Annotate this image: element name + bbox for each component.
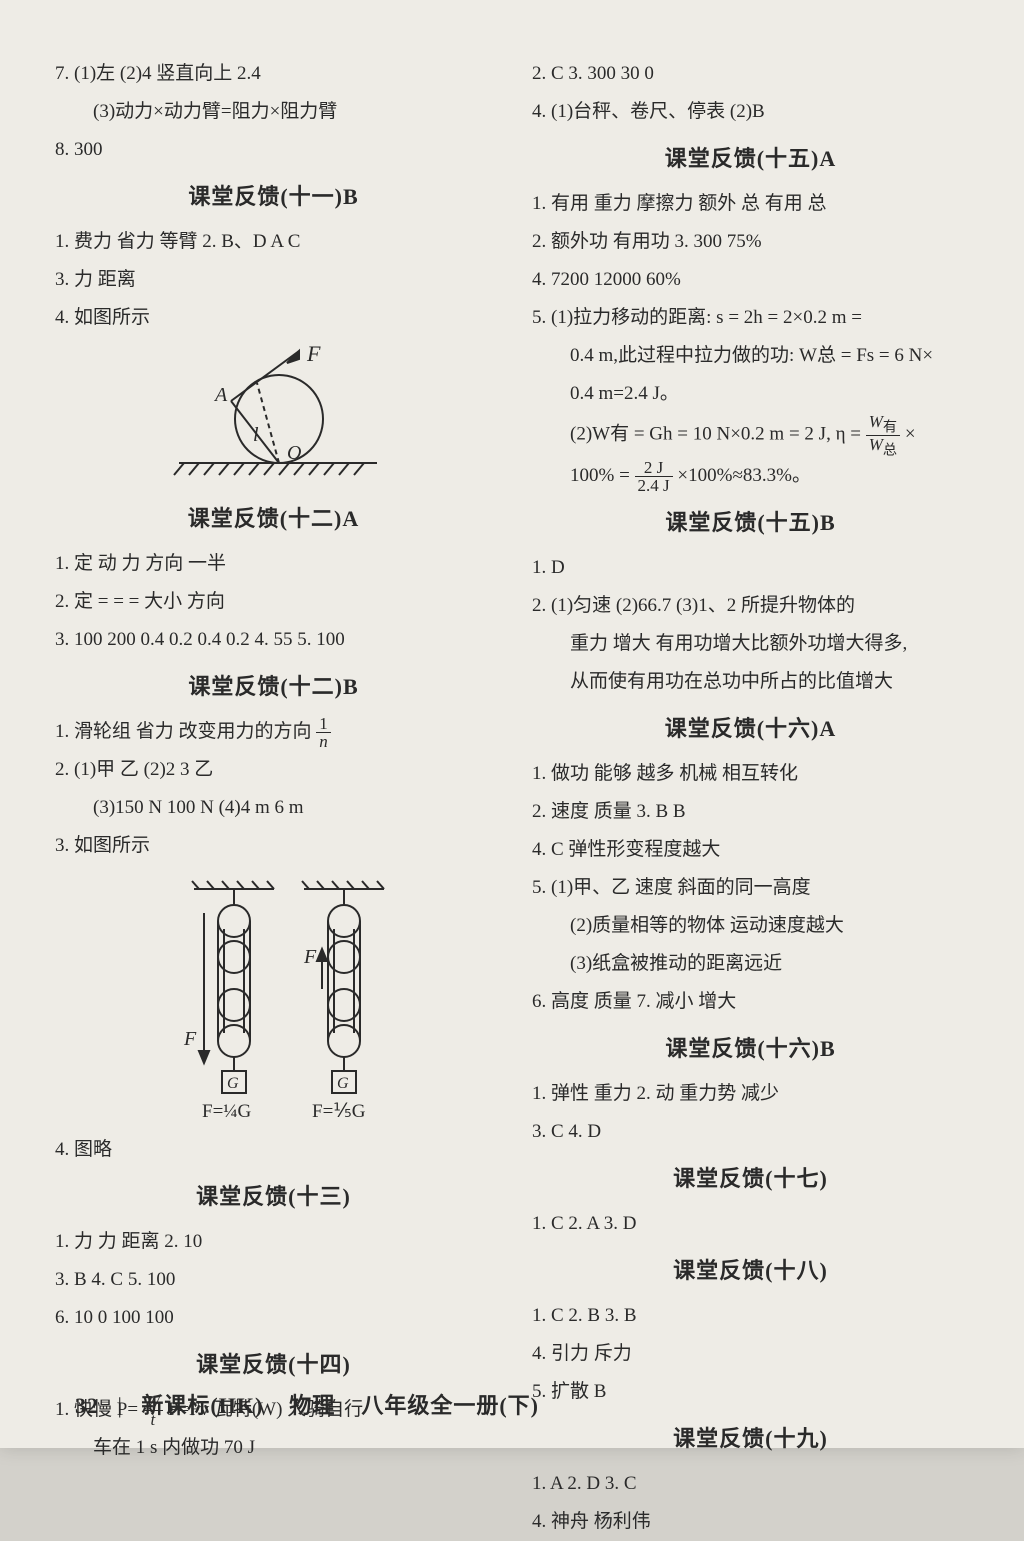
label-G: G: [337, 1075, 349, 1092]
answer-line: 6. 10 0 100 100: [55, 1299, 492, 1337]
answer-line: 1. 有用 重力 摩擦力 额外 总 有用 总: [532, 185, 969, 223]
answer-line: 1. A 2. D 3. C: [532, 1465, 969, 1503]
text: (2)W有 = Gh = 10 N×0.2 m = 2 J, η =: [570, 423, 866, 444]
section-title: 课堂反馈(十三): [55, 1175, 492, 1219]
answer-line: 2. 定 = = = 大小 方向: [55, 583, 492, 621]
label-A: A: [213, 384, 228, 406]
answer-line: 8. 300: [55, 131, 492, 169]
page-footer: 32 | 新课标(HK) 物理 八年级全一册(下): [75, 1388, 539, 1420]
grade: 八年级全一册(下): [361, 1393, 539, 1418]
page-number: 32: [75, 1393, 99, 1418]
answer-line: 1. C 2. A 3. D: [532, 1205, 969, 1243]
answer-line: 重力 增大 有用功增大比额外功增大得多,: [532, 625, 969, 663]
answer-line: 4. 引力 斥力: [532, 1335, 969, 1373]
answer-line: 4. 神舟 杨利伟: [532, 1503, 969, 1541]
answer-line: 1. C 2. B 3. B: [532, 1297, 969, 1335]
answer-line: 2. (1)匀速 (2)66.7 (3)1、2 所提升物体的: [532, 587, 969, 625]
answer-line: 4. C 弹性形变程度越大: [532, 831, 969, 869]
answer-line: 3. C 4. D: [532, 1113, 969, 1151]
page: 7. (1)左 (2)4 竖直向上 2.4 (3)动力×动力臂=阻力×阻力臂 8…: [0, 0, 1024, 1448]
section-title: 课堂反馈(十二)A: [55, 497, 492, 541]
text: 1. 滑轮组 省力 改变用力的方向: [55, 721, 316, 742]
subject: 物理: [289, 1393, 335, 1418]
answer-line: 0.4 m=2.4 J。: [532, 375, 969, 413]
answer-line: 1. 滑轮组 省力 改变用力的方向 1n: [55, 713, 492, 751]
section-title: 课堂反馈(十一)B: [55, 175, 492, 219]
series-name: 新课标(HK): [141, 1393, 263, 1418]
pulley-diagram: F F G G F=¼G F=⅕G: [144, 869, 404, 1129]
answer-line: 5. 扩散 B: [532, 1373, 969, 1411]
label-F: F: [303, 946, 317, 968]
answer-line: (2)质量相等的物体 运动速度越大: [532, 907, 969, 945]
answer-line: 6. 高度 质量 7. 减小 增大: [532, 983, 969, 1021]
section-title: 课堂反馈(十五)B: [532, 501, 969, 545]
answer-line: 4. 图略: [55, 1131, 492, 1169]
lever-diagram: F A l O: [159, 341, 389, 491]
left-column: 7. (1)左 (2)4 竖直向上 2.4 (3)动力×动力臂=阻力×阻力臂 8…: [55, 55, 492, 1345]
answer-line: 2. (1)甲 乙 (2)2 3 乙: [55, 751, 492, 789]
two-column-layout: 7. (1)左 (2)4 竖直向上 2.4 (3)动力×动力臂=阻力×阻力臂 8…: [55, 55, 969, 1345]
section-title: 课堂反馈(十八): [532, 1249, 969, 1293]
text: ×100%≈83.3%。: [677, 465, 811, 486]
right-column: 2. C 3. 300 30 0 4. (1)台秤、卷尺、停表 (2)B 课堂反…: [532, 55, 969, 1345]
answer-line: 2. 额外功 有用功 3. 300 75%: [532, 223, 969, 261]
caption: F=⅕G: [312, 1101, 366, 1122]
section-title: 课堂反馈(十六)B: [532, 1027, 969, 1071]
answer-line: 1. 弹性 重力 2. 动 重力势 减少: [532, 1075, 969, 1113]
answer-line: 7. (1)左 (2)4 竖直向上 2.4: [55, 55, 492, 93]
fraction: W有W总: [866, 413, 900, 457]
answer-line: 车在 1 s 内做功 70 J: [55, 1429, 492, 1467]
section-title: 课堂反馈(十五)A: [532, 137, 969, 181]
answer-line: 4. 7200 12000 60%: [532, 261, 969, 299]
answer-line: 4. (1)台秤、卷尺、停表 (2)B: [532, 93, 969, 131]
answer-line: 5. (1)甲、乙 速度 斜面的同一高度: [532, 869, 969, 907]
fraction: 1n: [316, 715, 331, 750]
answer-line: 3. 100 200 0.4 0.2 0.4 0.2 4. 55 5. 100: [55, 621, 492, 659]
answer-line: 2. 速度 质量 3. B B: [532, 793, 969, 831]
answer-line: (2)W有 = Gh = 10 N×0.2 m = 2 J, η = W有W总 …: [532, 413, 969, 457]
section-title: 课堂反馈(十六)A: [532, 707, 969, 751]
answer-line: 0.4 m,此过程中拉力做的功: W总 = Fs = 6 N×: [532, 337, 969, 375]
answer-line: 1. D: [532, 549, 969, 587]
text: ×: [905, 423, 916, 444]
separator: |: [118, 1393, 123, 1418]
label-l: l: [253, 424, 259, 446]
answer-line: (3)动力×动力臂=阻力×阻力臂: [55, 93, 492, 131]
label-G: G: [227, 1075, 239, 1092]
label-F: F: [306, 341, 321, 366]
label-F: F: [183, 1028, 197, 1050]
section-title: 课堂反馈(十四): [55, 1343, 492, 1387]
caption: F=¼G: [202, 1101, 252, 1122]
answer-line: (3)150 N 100 N (4)4 m 6 m: [55, 789, 492, 827]
answer-line: 从而使有用功在总功中所占的比值增大: [532, 663, 969, 701]
section-title: 课堂反馈(十二)B: [55, 665, 492, 709]
answer-line: 3. 力 距离: [55, 261, 492, 299]
fraction: 2 J2.4 J: [635, 459, 673, 494]
answer-line: 5. (1)拉力移动的距离: s = 2h = 2×0.2 m =: [532, 299, 969, 337]
section-title: 课堂反馈(十七): [532, 1157, 969, 1201]
answer-line: 1. 定 动 力 方向 一半: [55, 545, 492, 583]
answer-line: 100% = 2 J2.4 J ×100%≈83.3%。: [532, 457, 969, 495]
answer-line: (3)纸盒被推动的距离远近: [532, 945, 969, 983]
answer-line: 3. B 4. C 5. 100: [55, 1261, 492, 1299]
answer-line: 4. 如图所示: [55, 299, 492, 337]
answer-line: 1. 力 力 距离 2. 10: [55, 1223, 492, 1261]
answer-line: 1. 做功 能够 越多 机械 相互转化: [532, 755, 969, 793]
section-title: 课堂反馈(十九): [532, 1417, 969, 1461]
answer-line: 3. 如图所示: [55, 827, 492, 865]
answer-line: 2. C 3. 300 30 0: [532, 55, 969, 93]
text: 100% =: [570, 465, 635, 486]
label-O: O: [287, 442, 301, 464]
answer-line: 1. 费力 省力 等臂 2. B、D A C: [55, 223, 492, 261]
